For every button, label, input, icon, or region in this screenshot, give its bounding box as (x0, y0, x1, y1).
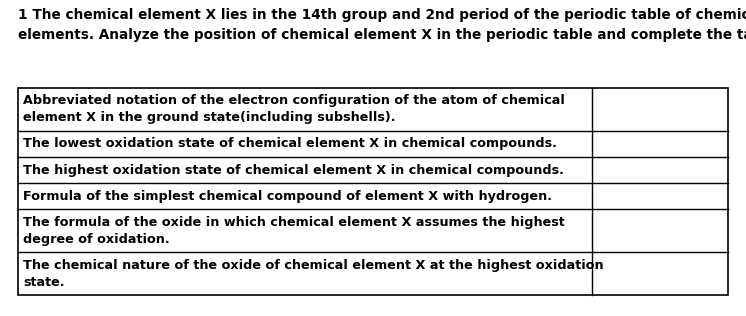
Text: Abbreviated notation of the electron configuration of the atom of chemical
eleme: Abbreviated notation of the electron con… (23, 94, 565, 125)
Text: The highest oxidation state of chemical element X in chemical compounds.: The highest oxidation state of chemical … (23, 164, 564, 177)
Text: 1 The chemical element X lies in the 14th group and 2nd period of the periodic t: 1 The chemical element X lies in the 14t… (18, 8, 746, 41)
Text: Formula of the simplest chemical compound of element X with hydrogen.: Formula of the simplest chemical compoun… (23, 190, 552, 203)
Text: The chemical nature of the oxide of chemical element X at the highest oxidation
: The chemical nature of the oxide of chem… (23, 258, 604, 289)
Bar (18, 88, 728, 295)
Text: The lowest oxidation state of chemical element X in chemical compounds.: The lowest oxidation state of chemical e… (23, 137, 557, 150)
Text: The formula of the oxide in which chemical element X assumes the highest
degree : The formula of the oxide in which chemic… (23, 216, 565, 246)
